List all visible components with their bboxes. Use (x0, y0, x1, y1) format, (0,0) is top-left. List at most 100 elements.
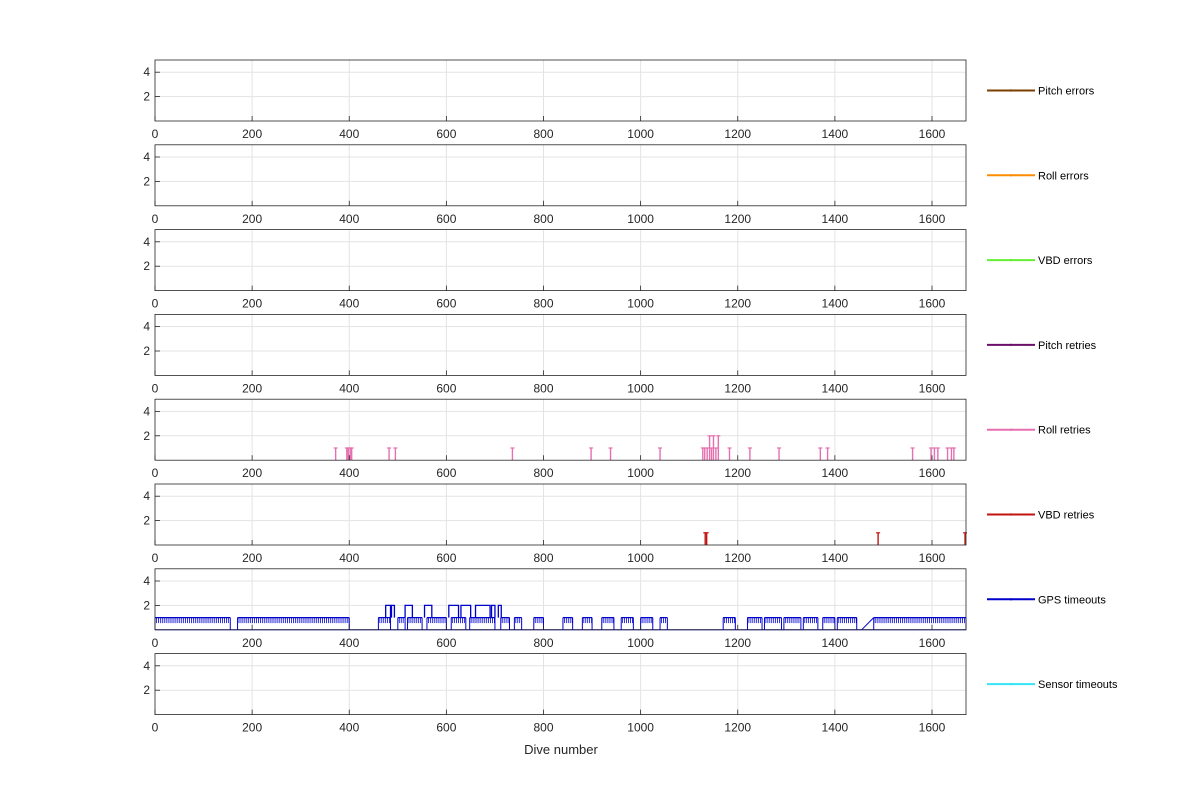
x-tick-label: 800 (533, 551, 553, 565)
legend-marker (1009, 89, 1013, 92)
axes-background (155, 229, 966, 291)
y-tick-label: 2 (143, 174, 150, 188)
x-tick-label: 0 (152, 212, 159, 226)
axes-background (155, 60, 966, 121)
x-tick-label: 1000 (627, 381, 654, 395)
x-tick-label: 600 (436, 551, 456, 565)
x-tick-label: 200 (242, 381, 262, 395)
x-tick-label: 1600 (919, 551, 946, 565)
x-tick-label: 200 (242, 127, 262, 141)
data-level-two (448, 604, 460, 618)
legend-marker (1009, 428, 1013, 431)
axes-background (155, 399, 966, 461)
axes-box (154, 398, 967, 461)
legend-vbd-errors: VBD errors (987, 255, 1093, 267)
x-tick-label: 400 (339, 636, 359, 650)
x-tick-label: 0 (152, 636, 159, 650)
axes-box (154, 229, 967, 292)
x-tick-label: 1400 (822, 551, 849, 565)
y-tick-label: 4 (143, 574, 150, 588)
x-tick-label: 1200 (724, 381, 751, 395)
x-tick-label: 0 (152, 466, 159, 480)
x-tick-label: 0 (152, 721, 159, 735)
x-tick-label: 1400 (822, 127, 849, 141)
x-tick-label: 600 (436, 212, 456, 226)
legend-label: Roll retries (1038, 425, 1091, 437)
x-tick-label: 1000 (627, 212, 654, 226)
panel-sensor-timeouts: 2 4 0 200 400 600 800 1000 1200 1400 1600 Sensor ti… (143, 653, 1118, 735)
y-tick-label: 4 (143, 404, 150, 418)
axes-background (155, 568, 966, 630)
axes-box (154, 313, 967, 376)
x-tick-label: 400 (339, 466, 359, 480)
x-tick-label: 1400 (822, 721, 849, 735)
y-tick-label: 4 (143, 320, 150, 334)
x-tick-label: 1400 (822, 381, 849, 395)
x-tick-label: 1600 (919, 127, 946, 141)
x-tick-label: 1400 (822, 466, 849, 480)
x-tick-label: 200 (242, 636, 262, 650)
x-tick-label: 1400 (822, 297, 849, 311)
legend-label: VBD errors (1038, 255, 1093, 267)
legend-roll-errors: Roll errors (987, 170, 1089, 182)
axes-background (155, 484, 966, 545)
x-tick-label: 800 (533, 466, 553, 480)
legend-pitch-retries: Pitch retries (987, 340, 1097, 352)
y-tick-label: 2 (143, 683, 150, 697)
y-tick-label: 4 (143, 65, 150, 79)
legend-pitch-errors: Pitch errors (987, 86, 1095, 98)
legend-roll-retries: Roll retries (987, 425, 1091, 437)
x-tick-label: 1600 (919, 212, 946, 226)
x-tick-label: 1200 (724, 297, 751, 311)
x-tick-label: 600 (436, 381, 456, 395)
x-tick-label: 1600 (919, 381, 946, 395)
legend-label: GPS timeouts (1038, 594, 1106, 606)
panel-gps-timeouts: 2 4 0 200 400 600 800 1000 1200 1400 1600 GPS timeo… (143, 568, 1106, 650)
x-tick-label: 400 (339, 297, 359, 311)
panel-roll-retries: 2 4 0 200 400 600 800 1000 1200 1400 1600 Roll retr… (143, 398, 1091, 480)
panel-vbd-retries: 2 4 0 200 400 600 800 1000 1200 1400 1600 VBD retri… (143, 483, 1095, 565)
x-tick-label: 800 (533, 297, 553, 311)
x-tick-label: 600 (436, 466, 456, 480)
axes-box (154, 59, 967, 122)
x-tick-label: 400 (339, 721, 359, 735)
x-tick-label: 1200 (724, 466, 751, 480)
data-level-two (385, 604, 392, 618)
data-level-two (460, 604, 472, 618)
x-tick-label: 600 (436, 297, 456, 311)
axes-box (154, 568, 967, 631)
legend-label: Sensor timeouts (1038, 679, 1118, 691)
axes-box (154, 653, 967, 715)
x-tick-label: 400 (339, 212, 359, 226)
x-tick-label: 1000 (627, 721, 654, 735)
axes-background (155, 653, 966, 715)
x-tick-label: 1200 (724, 636, 751, 650)
axes-box (154, 483, 967, 546)
legend-marker (1009, 598, 1013, 601)
x-tick-label: 1400 (822, 636, 849, 650)
x-tick-label: 0 (152, 551, 159, 565)
legend-marker (1009, 343, 1013, 347)
y-tick-label: 4 (143, 659, 150, 673)
x-tick-label: 0 (152, 127, 159, 141)
x-tick-label: 800 (533, 381, 553, 395)
x-tick-label: 1600 (919, 466, 946, 480)
x-tick-label: 400 (339, 127, 359, 141)
x-tick-label: 800 (533, 127, 553, 141)
data-level-two (404, 604, 414, 618)
panel-pitch-retries: 2 4 0 200 400 600 800 1000 1200 1400 1600 Pitch ret… (143, 313, 1097, 395)
y-tick-label: 2 (143, 514, 150, 528)
x-tick-label: 1200 (724, 127, 751, 141)
data-level-two (474, 604, 491, 618)
x-axis-label: Dive number (524, 742, 598, 757)
x-tick-label: 800 (533, 636, 553, 650)
x-tick-label: 200 (242, 721, 262, 735)
x-tick-label: 1000 (627, 466, 654, 480)
y-tick-label: 2 (143, 598, 150, 612)
data-level-two (423, 604, 433, 618)
y-tick-label: 2 (143, 90, 150, 104)
axes-background (155, 144, 966, 206)
x-tick-label: 600 (436, 127, 456, 141)
legend-marker (1009, 174, 1013, 177)
